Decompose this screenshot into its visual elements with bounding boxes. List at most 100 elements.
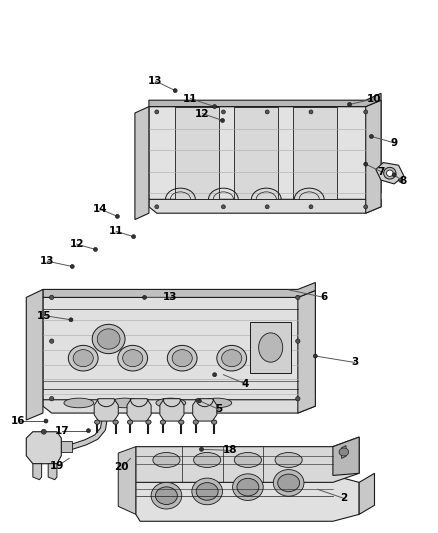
- Ellipse shape: [234, 453, 261, 467]
- Ellipse shape: [192, 478, 223, 505]
- Text: 14: 14: [92, 204, 107, 214]
- Circle shape: [392, 173, 396, 177]
- Text: 11: 11: [183, 94, 198, 103]
- Circle shape: [313, 354, 318, 358]
- Polygon shape: [43, 290, 315, 400]
- Ellipse shape: [95, 420, 100, 424]
- Circle shape: [173, 88, 177, 93]
- Ellipse shape: [167, 345, 197, 371]
- Circle shape: [296, 339, 300, 343]
- Ellipse shape: [212, 420, 217, 424]
- Polygon shape: [250, 322, 291, 373]
- Ellipse shape: [92, 324, 125, 354]
- Polygon shape: [26, 289, 43, 420]
- Circle shape: [70, 264, 74, 269]
- Circle shape: [364, 205, 368, 209]
- Circle shape: [199, 447, 204, 451]
- Text: 2: 2: [340, 494, 347, 503]
- Circle shape: [197, 399, 201, 403]
- Ellipse shape: [384, 167, 396, 179]
- Circle shape: [142, 295, 147, 300]
- Ellipse shape: [222, 350, 242, 367]
- Ellipse shape: [193, 420, 198, 424]
- Circle shape: [44, 419, 48, 423]
- Circle shape: [364, 110, 368, 114]
- Circle shape: [93, 247, 98, 252]
- Polygon shape: [293, 107, 337, 199]
- Ellipse shape: [233, 474, 263, 500]
- Circle shape: [69, 318, 73, 322]
- Text: 8: 8: [399, 176, 406, 186]
- Circle shape: [220, 118, 225, 123]
- Circle shape: [369, 134, 374, 139]
- Text: 13: 13: [162, 293, 177, 302]
- Ellipse shape: [73, 350, 93, 367]
- Ellipse shape: [202, 398, 232, 408]
- Ellipse shape: [179, 420, 184, 424]
- Ellipse shape: [258, 333, 283, 362]
- Polygon shape: [366, 100, 381, 213]
- Ellipse shape: [110, 398, 140, 408]
- Text: 15: 15: [36, 311, 51, 320]
- Circle shape: [115, 214, 120, 219]
- Polygon shape: [127, 399, 151, 421]
- Text: 18: 18: [223, 446, 237, 455]
- Circle shape: [212, 373, 217, 377]
- Circle shape: [155, 205, 159, 209]
- Ellipse shape: [275, 453, 302, 467]
- Polygon shape: [149, 100, 381, 199]
- Polygon shape: [118, 447, 136, 514]
- Circle shape: [49, 397, 54, 401]
- Polygon shape: [359, 473, 374, 514]
- Ellipse shape: [386, 170, 393, 176]
- Polygon shape: [135, 107, 149, 220]
- Polygon shape: [193, 399, 217, 421]
- Text: 13: 13: [40, 256, 55, 266]
- Ellipse shape: [196, 483, 218, 500]
- Ellipse shape: [156, 398, 186, 408]
- Polygon shape: [160, 399, 184, 421]
- Ellipse shape: [127, 420, 133, 424]
- Ellipse shape: [151, 482, 182, 509]
- Circle shape: [309, 205, 313, 209]
- Polygon shape: [376, 163, 404, 184]
- Circle shape: [155, 110, 159, 114]
- Circle shape: [41, 429, 46, 434]
- Circle shape: [399, 178, 403, 182]
- Circle shape: [309, 110, 313, 114]
- Text: 12: 12: [195, 109, 210, 118]
- Polygon shape: [136, 475, 359, 521]
- Text: 9: 9: [391, 138, 398, 148]
- Ellipse shape: [273, 470, 304, 496]
- Polygon shape: [149, 193, 381, 213]
- Polygon shape: [61, 441, 72, 452]
- Ellipse shape: [153, 453, 180, 467]
- Text: 10: 10: [367, 94, 382, 103]
- Circle shape: [221, 205, 226, 209]
- Circle shape: [86, 429, 91, 433]
- Circle shape: [265, 205, 269, 209]
- Ellipse shape: [160, 420, 166, 424]
- Ellipse shape: [278, 474, 300, 492]
- Polygon shape: [234, 107, 278, 199]
- Text: 19: 19: [50, 462, 64, 471]
- Ellipse shape: [217, 345, 247, 371]
- Circle shape: [347, 102, 352, 107]
- Polygon shape: [333, 437, 359, 475]
- Circle shape: [265, 110, 269, 114]
- Ellipse shape: [339, 448, 349, 456]
- Ellipse shape: [172, 350, 192, 367]
- Circle shape: [296, 295, 300, 300]
- Polygon shape: [48, 464, 57, 480]
- Circle shape: [49, 339, 54, 343]
- Circle shape: [49, 295, 54, 300]
- Text: 12: 12: [69, 239, 84, 249]
- Polygon shape: [298, 290, 315, 413]
- Text: 11: 11: [109, 227, 124, 236]
- Polygon shape: [94, 399, 118, 421]
- Polygon shape: [149, 93, 381, 107]
- Polygon shape: [175, 107, 219, 199]
- Text: 6: 6: [321, 293, 328, 302]
- Text: 3: 3: [351, 358, 358, 367]
- Ellipse shape: [113, 420, 118, 424]
